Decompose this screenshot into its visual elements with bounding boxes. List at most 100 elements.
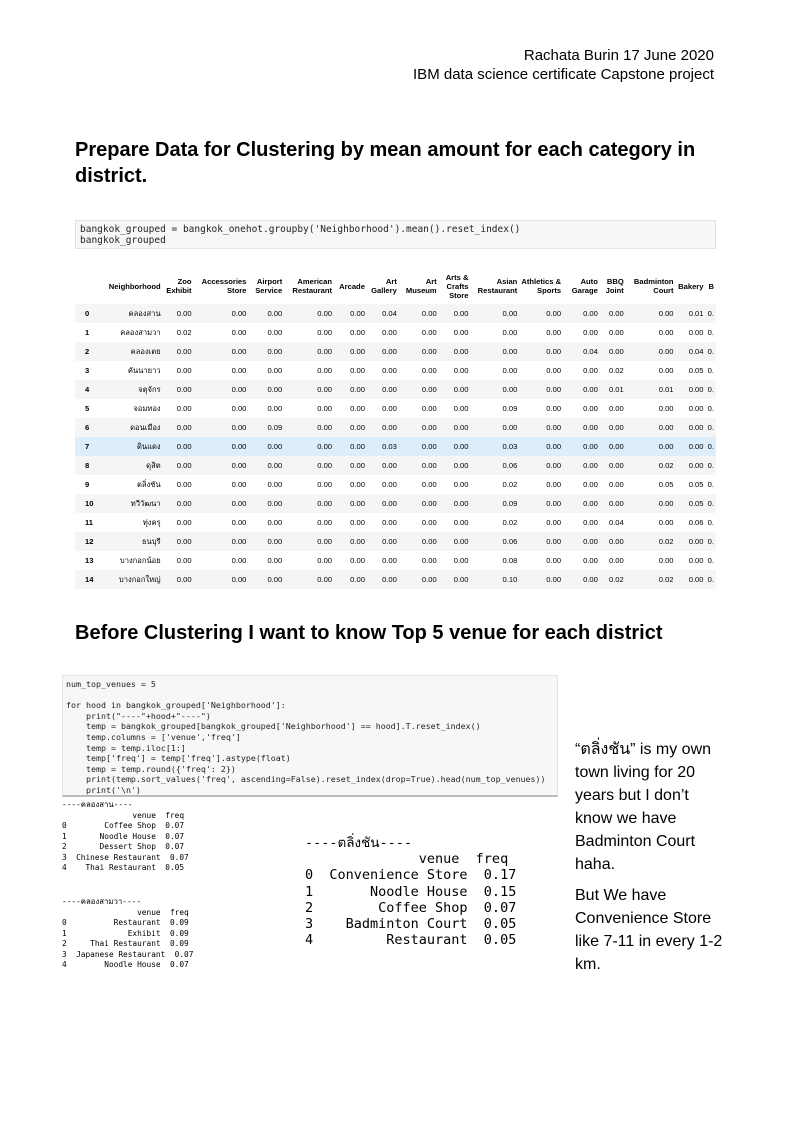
table-cell: 0.06 — [688, 518, 704, 527]
table-cell: 0.02 — [502, 480, 518, 489]
row-index: 14 — [85, 575, 94, 584]
row-index: 3 — [85, 366, 90, 375]
table-cell: 0.00 — [453, 347, 469, 356]
table-cell: 0.00 — [688, 404, 704, 413]
neighborhood-cell: ดุสิต — [146, 460, 161, 470]
column-header — [75, 268, 100, 304]
table-cell: 0.00 — [176, 518, 192, 527]
table-cell: 0.09 — [502, 499, 518, 508]
table-cell: 0.09 — [267, 423, 283, 432]
table-cell: 0.01 — [688, 309, 704, 318]
table-cell: 0.00 — [176, 499, 192, 508]
output-line: 3 Chinese Restaurant 0.07 — [62, 852, 189, 862]
table-cell: 0.00 — [658, 499, 674, 508]
table-cell: 0.00 — [382, 347, 397, 356]
table-cell: 0.00 — [583, 328, 598, 337]
neighborhood-cell: จอมทอง — [133, 403, 161, 413]
column-header: Art Museum — [405, 277, 437, 295]
table-cell: 0.00 — [350, 404, 365, 413]
table-row: 11 ทุ่งครุ 0.00 0.00 0.00 0.00 0.00 0.00 0.00 0.0… — [75, 513, 716, 532]
table-cell: 0.00 — [350, 518, 365, 527]
table-cell: 0.00 — [176, 385, 192, 394]
table-cell: 0.03 — [502, 442, 518, 451]
table-cell: 0.00 — [421, 309, 437, 318]
output-heading: ----คลองสาน---- — [62, 800, 133, 809]
table-cell: 0.00 — [608, 328, 624, 337]
table-cell: 0.00 — [608, 461, 624, 470]
table-cell: 0.00 — [317, 575, 333, 584]
table-cell: 0. — [707, 309, 714, 318]
table-cell: 0.00 — [317, 499, 333, 508]
table-cell: 0.05 — [688, 480, 704, 489]
row-index: 11 — [85, 518, 94, 527]
table-cell: 0. — [707, 556, 714, 565]
author-date-line: Rachata Burin 17 June 2020 — [523, 47, 714, 64]
row-index: 13 — [85, 556, 94, 565]
table-cell: 0.00 — [421, 556, 437, 565]
table-cell: 0.00 — [546, 366, 562, 375]
row-index: 2 — [85, 347, 90, 356]
table-cell: 0.00 — [176, 575, 192, 584]
neighborhood-cell: ดอนเมือง — [130, 422, 161, 432]
table-cell: 0.00 — [382, 423, 397, 432]
table-cell: 0.00 — [453, 537, 469, 546]
table-cell: 0.00 — [231, 499, 247, 508]
table-cell: 0.00 — [453, 442, 469, 451]
table-cell: 0.00 — [658, 556, 674, 565]
row-index: 5 — [85, 404, 90, 413]
table-cell: 0.00 — [317, 461, 333, 470]
table-cell: 0.00 — [453, 309, 469, 318]
table-cell: 0.02 — [176, 328, 192, 337]
table-cell: 0.00 — [382, 499, 397, 508]
table-cell: 0.00 — [546, 347, 562, 356]
table-row: 0 คลองสาน 0.00 0.00 0.00 0.00 0.00 0.04 0.00 0.00… — [75, 304, 716, 323]
code-cell-top-venues[interactable]: num_top_venues = 5 for hood in bangkok_gr… — [62, 675, 558, 797]
table-cell: 0.00 — [453, 385, 469, 394]
table-cell: 0.00 — [317, 309, 333, 318]
table-cell: 0.00 — [421, 385, 437, 394]
table-row: 13 บางกอกน้อย 0.00 0.00 0.00 0.00 0.00 0.00 0.00… — [75, 551, 716, 570]
neighborhood-cell: คลองเตย — [130, 346, 161, 356]
output-line: 1 Exhibit 0.09 — [62, 928, 189, 938]
table-cell: 0.00 — [546, 385, 562, 394]
table-cell: 0.02 — [502, 518, 518, 527]
section-title-top5: Before Clustering I want to know Top 5 v… — [75, 622, 663, 644]
table-cell: 0.00 — [176, 537, 192, 546]
table-cell: 0.00 — [231, 347, 247, 356]
table-cell: 0.00 — [382, 366, 397, 375]
table-row: 4 จตุจักร 0.00 0.00 0.00 0.00 0.00 0.00 0.00 0.00… — [75, 380, 716, 399]
table-cell: 0.00 — [421, 461, 437, 470]
neighborhood-cell: ดินแดง — [136, 441, 161, 451]
table-cell: 0.00 — [267, 309, 283, 318]
code-line: print(temp.sort_values('freq', ascending… — [66, 774, 546, 785]
table-cell: 0.00 — [350, 423, 365, 432]
table-cell: 0.00 — [546, 518, 562, 527]
table-cell: 0.00 — [608, 499, 624, 508]
table-cell: 0.00 — [453, 423, 469, 432]
table-cell: 0.00 — [658, 309, 674, 318]
table-cell: 0. — [707, 461, 714, 470]
table-cell: 0.00 — [546, 309, 562, 318]
output-line: venue freq — [62, 810, 185, 820]
row-index: 12 — [85, 537, 94, 546]
table-cell: 0.00 — [267, 518, 283, 527]
table-cell: 0.00 — [608, 556, 624, 565]
table-cell: 0. — [707, 575, 714, 584]
table-cell: 0.00 — [176, 556, 192, 565]
table-row: 2 คลองเตย 0.00 0.00 0.00 0.00 0.00 0.00 0.00 0.00… — [75, 342, 716, 361]
table-cell: 0.00 — [382, 575, 397, 584]
table-cell: 0.00 — [421, 423, 437, 432]
table-cell: 0.00 — [317, 480, 333, 489]
table-cell: 0.00 — [350, 328, 365, 337]
table-cell: 0.05 — [688, 499, 704, 508]
output-heading: ----คลองสามวา---- — [62, 897, 142, 906]
table-cell: 0.00 — [688, 442, 704, 451]
code-line: temp.columns = ['venue','freq'] — [66, 731, 241, 742]
code-cell-groupby[interactable]: bangkok_grouped = bangkok_onehot.groupby… — [75, 220, 716, 249]
table-cell: 0.00 — [176, 366, 192, 375]
table-cell: 0.00 — [583, 499, 598, 508]
table-cell: 0.00 — [317, 366, 333, 375]
table-cell: 0.00 — [231, 328, 247, 337]
neighborhood-cell: คลองสาน — [128, 308, 161, 318]
code-line: print('\n') — [66, 784, 141, 795]
